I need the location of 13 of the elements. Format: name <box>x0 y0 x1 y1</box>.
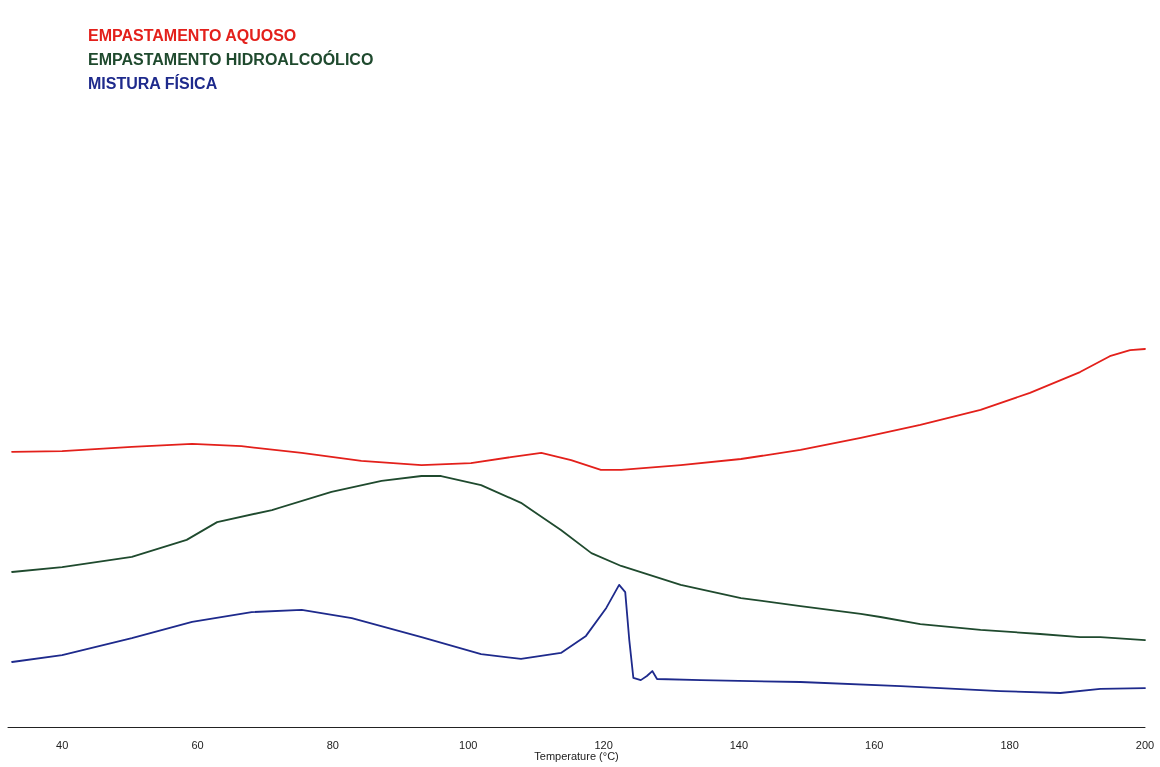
x-tick-label: 200 <box>1135 738 1155 751</box>
x-tick-label: 60 <box>191 738 204 751</box>
x-tick-label: 120 <box>594 738 613 751</box>
x-tick-label: 160 <box>865 738 884 751</box>
x-tick-label: 180 <box>1000 738 1019 751</box>
x-axis-title: Temperature (°C) <box>534 750 619 763</box>
x-tick-label: 140 <box>729 738 749 751</box>
text: MISTURA FÍSICA <box>88 73 218 92</box>
x-tick-label: 40 <box>56 738 69 751</box>
text: EMPASTAMENTO AQUOSO <box>88 26 297 44</box>
x-tick-label: 100 <box>459 738 478 751</box>
x-tick-label: 80 <box>326 738 339 751</box>
text: EMPASTAMENTO HIDROALCOÓLICO <box>88 49 374 68</box>
